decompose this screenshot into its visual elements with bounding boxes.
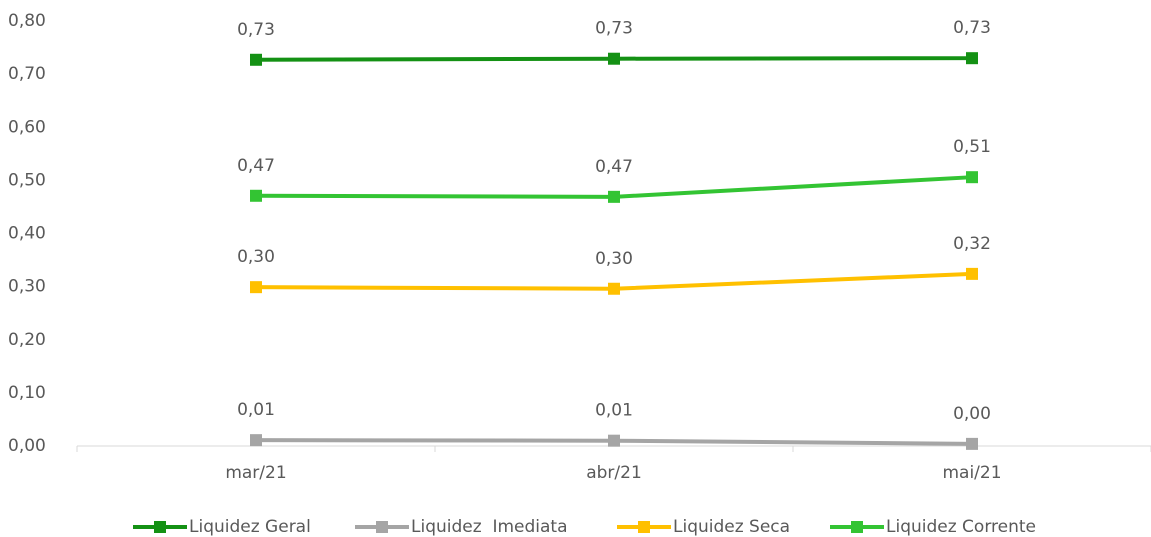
data-label: 0,32 — [953, 234, 991, 254]
y-tick-label: 0,30 — [8, 277, 46, 297]
data-label: 0,73 — [595, 19, 633, 39]
point-marker — [608, 282, 620, 295]
point-marker — [608, 434, 620, 447]
legend-marker — [376, 521, 388, 533]
x-tick-label: abr/21 — [586, 463, 642, 483]
y-tick-label: 0,00 — [8, 436, 46, 456]
data-label: 0,30 — [595, 249, 633, 269]
legend-label: Liquidez Seca — [673, 517, 790, 537]
point-marker — [966, 171, 978, 184]
legend-marker — [638, 521, 650, 533]
point-marker — [250, 53, 262, 66]
y-tick-label: 0,40 — [8, 224, 46, 244]
data-label: 0,51 — [953, 137, 991, 157]
point-marker — [608, 190, 620, 203]
y-tick-label: 0,60 — [8, 117, 46, 137]
point-marker — [250, 281, 262, 294]
data-label: 0,47 — [595, 157, 633, 177]
x-tick-label: mar/21 — [225, 463, 286, 483]
data-label: 0,01 — [237, 400, 275, 420]
point-marker — [966, 52, 978, 65]
data-label: 0,30 — [237, 247, 275, 267]
legend-marker — [851, 521, 863, 533]
point-marker — [608, 52, 620, 65]
point-marker — [250, 189, 262, 202]
data-label: 0,01 — [595, 401, 633, 421]
legend-label: Liquidez Geral — [189, 517, 311, 537]
legend-marker — [154, 521, 166, 533]
x-tick-label: mai/21 — [942, 463, 1001, 483]
y-tick-label: 0,70 — [8, 64, 46, 84]
data-label: 0,73 — [237, 20, 275, 40]
y-tick-label: 0,10 — [8, 383, 46, 403]
data-label: 0,73 — [953, 18, 991, 38]
point-marker — [966, 267, 978, 280]
y-tick-label: 0,50 — [8, 170, 46, 190]
data-label: 0,47 — [237, 156, 275, 176]
legend-label: Liquidez Imediata — [411, 517, 568, 537]
point-marker — [966, 437, 978, 450]
legend-label: Liquidez Corrente — [886, 517, 1036, 537]
data-label: 0,00 — [953, 404, 991, 424]
y-tick-label: 0,80 — [8, 11, 46, 31]
y-tick-label: 0,20 — [8, 330, 46, 350]
point-marker — [250, 434, 262, 447]
